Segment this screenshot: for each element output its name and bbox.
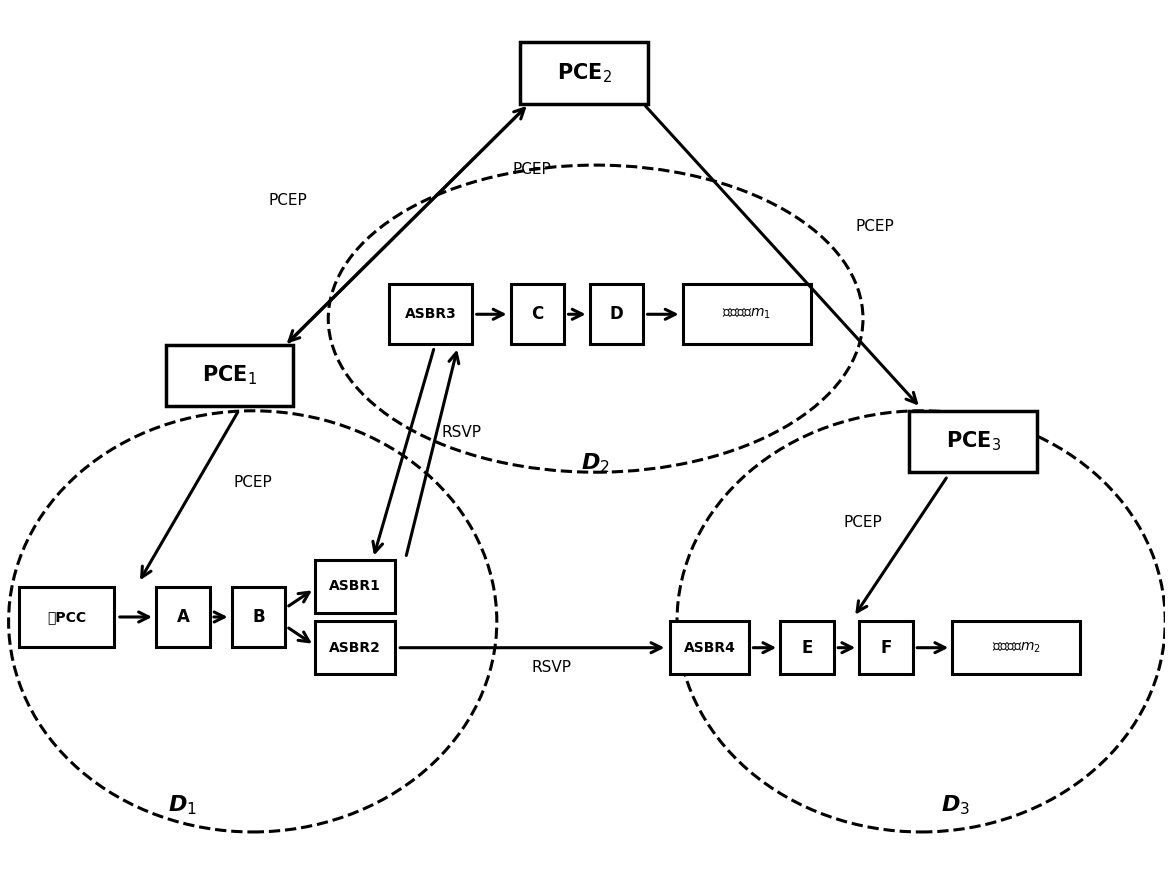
FancyBboxPatch shape: [231, 587, 285, 647]
FancyBboxPatch shape: [860, 622, 913, 674]
Text: 源PCC: 源PCC: [47, 610, 86, 624]
FancyBboxPatch shape: [683, 284, 811, 344]
FancyBboxPatch shape: [952, 622, 1080, 674]
Text: PCEP: PCEP: [234, 475, 272, 490]
Text: ASBR4: ASBR4: [683, 641, 736, 654]
Text: D$_1$: D$_1$: [168, 794, 197, 818]
Text: PCE$_2$: PCE$_2$: [556, 61, 612, 85]
Text: PCEP: PCEP: [269, 192, 307, 208]
FancyBboxPatch shape: [166, 345, 293, 406]
FancyBboxPatch shape: [315, 622, 395, 674]
Text: ASBR1: ASBR1: [329, 579, 381, 593]
FancyBboxPatch shape: [510, 284, 564, 344]
FancyBboxPatch shape: [780, 622, 834, 674]
Text: PCEP: PCEP: [513, 162, 551, 177]
Text: A: A: [176, 608, 189, 626]
Text: D$_2$: D$_2$: [582, 451, 610, 475]
Text: ASBR2: ASBR2: [329, 641, 381, 654]
Text: 目的节点$m_1$: 目的节点$m_1$: [722, 307, 771, 321]
Text: PCEP: PCEP: [855, 219, 894, 234]
FancyBboxPatch shape: [315, 560, 395, 613]
Text: E: E: [801, 638, 813, 657]
Text: D$_3$: D$_3$: [941, 794, 971, 818]
Text: C: C: [531, 306, 543, 323]
FancyBboxPatch shape: [670, 622, 749, 674]
FancyBboxPatch shape: [389, 284, 472, 344]
FancyBboxPatch shape: [590, 284, 644, 344]
Text: B: B: [252, 608, 265, 626]
Text: RSVP: RSVP: [442, 426, 482, 441]
FancyBboxPatch shape: [520, 42, 648, 103]
Text: PCE$_1$: PCE$_1$: [202, 364, 257, 388]
Text: F: F: [881, 638, 892, 657]
Text: PCEP: PCEP: [843, 515, 882, 530]
Text: PCE$_3$: PCE$_3$: [946, 430, 1001, 453]
Text: ASBR3: ASBR3: [404, 307, 457, 321]
Text: D: D: [610, 306, 624, 323]
FancyBboxPatch shape: [19, 587, 114, 647]
FancyBboxPatch shape: [157, 587, 210, 647]
FancyBboxPatch shape: [910, 411, 1037, 472]
Text: RSVP: RSVP: [531, 660, 571, 675]
Text: 目的节点$m_2$: 目的节点$m_2$: [992, 640, 1041, 655]
